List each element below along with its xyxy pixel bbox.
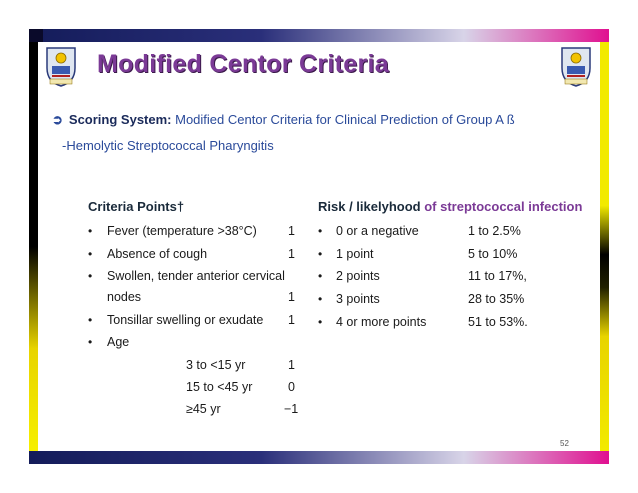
criteria-item-label: Fever (temperature >38°C) (107, 224, 257, 238)
bullet-icon: • (318, 247, 323, 261)
bullet-icon: • (318, 315, 323, 329)
bullet-icon: • (88, 269, 93, 283)
subtitle-text: Modified Centor Criteria for Clinical Pr… (175, 112, 515, 127)
slide-number: 52 (560, 439, 569, 448)
subtitle-label: Scoring System: (68, 112, 172, 127)
top-banner-bar (29, 29, 609, 42)
criteria-item-label: Absence of cough (107, 247, 208, 261)
risk-item-value: 1 to 2.5% (468, 224, 521, 238)
risk-item-label: 2 points (336, 269, 380, 283)
age-row-label: 15 to <45 yr (186, 380, 253, 394)
subtitle-continuation: -Hemolytic Streptococcal Pharyngitis (62, 138, 274, 153)
slide-title: Modified Centor Criteria (97, 50, 389, 78)
bullet-icon: • (318, 292, 323, 306)
risk-item-label: 1 point (336, 247, 374, 261)
bullet-icon: • (88, 247, 93, 261)
risk-item-value: 28 to 35% (468, 292, 525, 306)
bullet-icon: • (88, 224, 93, 238)
subtitle-line: ➲ Scoring System: Modified Centor Criteri… (52, 112, 515, 128)
criteria-item-label: Age (107, 335, 130, 349)
criteria-item-points: 1 (288, 313, 295, 327)
criteria-item-points: 1 (288, 224, 295, 238)
right-border-strip (600, 42, 609, 451)
risk-item-value: 5 to 10% (468, 247, 518, 261)
risk-item-label: 4 or more points (336, 315, 427, 329)
risk-header: Risk / likelyhood of streptococcal infec… (318, 199, 582, 214)
criteria-item-label: Swollen, tender anterior cervical (107, 269, 285, 283)
left-border-strip (29, 42, 38, 451)
bullet-icon: • (318, 224, 323, 238)
age-row-label: 3 to <15 yr (186, 358, 246, 372)
criteria-item-points: 1 (288, 290, 295, 304)
risk-item-value: 11 to 17%, (468, 269, 527, 283)
arrow-bullet-icon: ➲ (52, 112, 63, 127)
top-banner-corner (29, 29, 43, 42)
criteria-item-points: 1 (288, 247, 295, 261)
age-row-points: −1 (284, 402, 299, 416)
age-row-label: ≥45 yr (186, 402, 221, 416)
bullet-icon: • (318, 269, 323, 283)
criteria-item-label: Tonsillar swelling or exudate (107, 313, 264, 327)
slide-content-area (38, 42, 600, 451)
age-row-points: 1 (288, 358, 295, 372)
bullet-icon: • (88, 313, 93, 327)
university-crest-icon (561, 47, 591, 87)
age-row-points: 0 (288, 380, 295, 394)
bullet-icon: • (88, 335, 93, 349)
risk-item-label: 0 or a negative (336, 224, 419, 238)
risk-header-label: Risk / likelyhood (318, 199, 421, 214)
bottom-banner-bar (29, 451, 609, 464)
risk-item-label: 3 points (336, 292, 380, 306)
university-crest-icon (46, 47, 76, 87)
risk-item-value: 51 to 53%. (468, 315, 528, 329)
criteria-header: Criteria Points† (88, 199, 185, 214)
risk-header-suffix: of streptococcal infection (424, 199, 583, 214)
criteria-item-label: nodes (107, 290, 142, 304)
